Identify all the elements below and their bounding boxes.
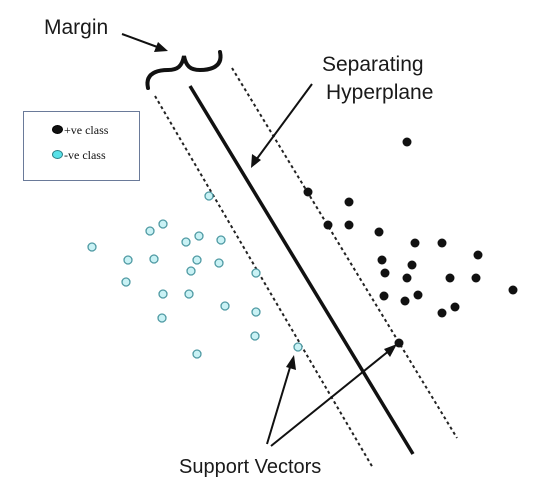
positive-point	[473, 250, 483, 260]
negative-point	[158, 219, 168, 229]
support-arrow-left-head	[286, 355, 296, 370]
positive-point	[380, 268, 390, 278]
positive-point	[344, 197, 354, 207]
negative-point	[121, 277, 131, 287]
negative-point	[216, 235, 226, 245]
positive-point	[374, 227, 384, 237]
separating-hyperplane-line	[188, 85, 415, 455]
support-arrow-right-head	[384, 344, 397, 357]
legend: +ve class -ve class	[23, 111, 140, 181]
negative-point	[158, 289, 168, 299]
margin-arrow	[121, 33, 161, 49]
negative-point	[251, 307, 261, 317]
negative-point	[157, 313, 167, 323]
positive-point	[450, 302, 460, 312]
negative-point	[145, 226, 155, 236]
positive-point	[437, 308, 447, 318]
negative-point	[194, 231, 204, 241]
support-vector-negative	[293, 342, 303, 352]
positive-point	[400, 296, 410, 306]
negative-point	[123, 255, 133, 265]
negative-class-swatch	[52, 150, 63, 159]
negative-point	[192, 349, 202, 359]
positive-point	[377, 255, 387, 265]
legend-negative-label: -ve class	[64, 148, 106, 162]
negative-point	[181, 237, 191, 247]
positive-point	[407, 260, 417, 270]
positive-point	[402, 273, 412, 283]
negative-point	[186, 266, 196, 276]
positive-point	[402, 137, 412, 147]
support-vector-negative	[251, 268, 261, 278]
negative-point	[192, 255, 202, 265]
support-vector-positive	[303, 187, 313, 197]
negative-point	[87, 242, 97, 252]
support-arrow-left	[266, 363, 292, 445]
negative-point	[149, 254, 159, 264]
hyperplane-label-line2: Hyperplane	[326, 81, 434, 104]
negative-point	[184, 289, 194, 299]
positive-point	[437, 238, 447, 248]
support-vector-positive	[323, 220, 333, 230]
margin-line-negative	[154, 95, 374, 469]
negative-point	[250, 331, 260, 341]
support-arrow-right	[270, 349, 391, 447]
positive-point	[445, 273, 455, 283]
margin-brace	[145, 50, 223, 90]
support-vectors-label: Support Vectors	[179, 456, 322, 478]
negative-class-points	[87, 191, 303, 359]
positive-point	[471, 273, 481, 283]
margin-line-positive	[231, 67, 458, 439]
support-vector-positive	[394, 338, 404, 348]
positive-point	[413, 290, 423, 300]
hyperplane-label-line1: Separating	[322, 53, 424, 76]
negative-point	[220, 301, 230, 311]
margin-label: Margin	[44, 16, 109, 39]
margin-arrowhead	[154, 42, 168, 52]
positive-point	[379, 291, 389, 301]
positive-point	[344, 220, 354, 230]
hyperplane-arrow	[255, 83, 313, 161]
positive-class-swatch	[52, 125, 63, 134]
positive-class-points	[303, 137, 518, 348]
positive-point	[508, 285, 518, 295]
positive-point	[410, 238, 420, 248]
legend-positive-label: +ve class	[64, 123, 109, 137]
hyperplane-arrowhead	[251, 154, 261, 168]
negative-point	[214, 258, 224, 268]
support-vector-negative	[204, 191, 214, 201]
